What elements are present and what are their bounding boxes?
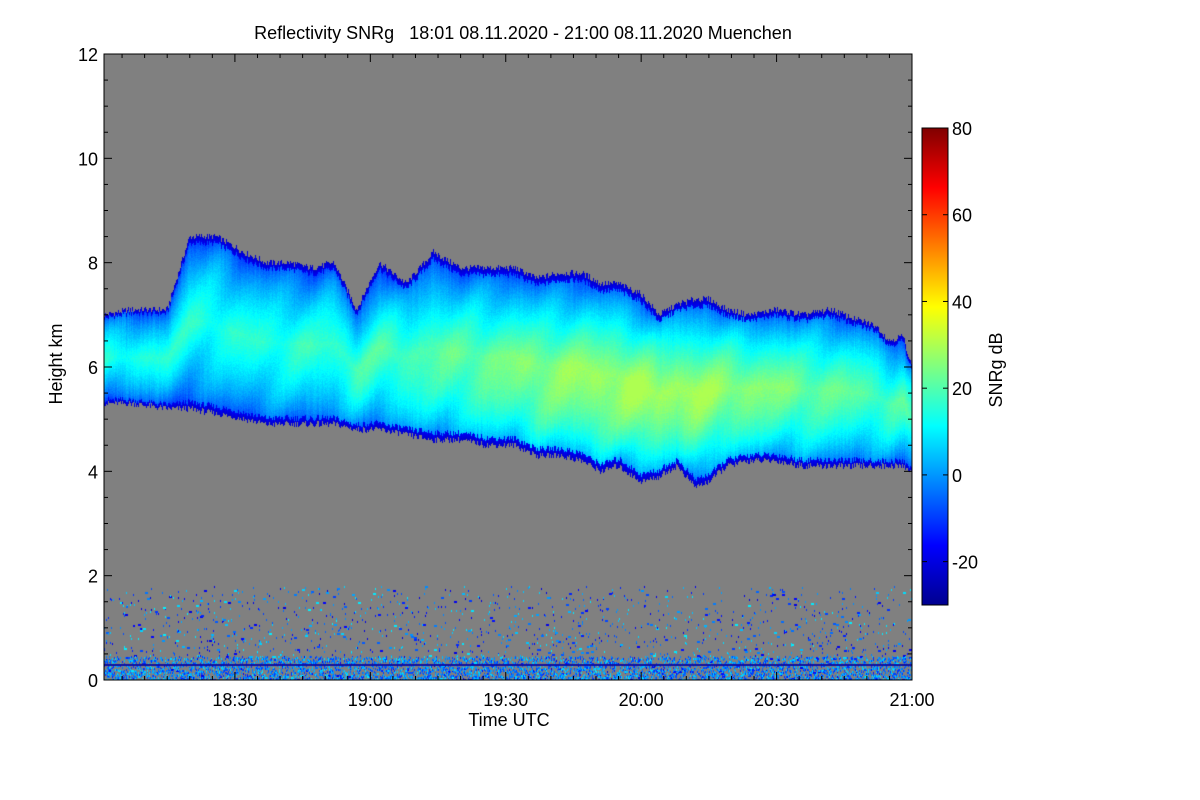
- x-tick-label: 19:30: [483, 690, 528, 710]
- x-axis-label: Time UTC: [468, 710, 549, 730]
- colorbar-tick-label: -20: [952, 553, 978, 573]
- y-axis: 0 2 4 6 8 10 12: [78, 45, 912, 691]
- colorbar-tick-label: 60: [952, 206, 972, 226]
- colorbar-gradient: [921, 127, 949, 606]
- colorbar-label: SNRg dB: [986, 332, 1006, 407]
- colorbar-tick-label: 40: [952, 292, 972, 312]
- y-axis-label: Height km: [46, 323, 66, 404]
- heatmap-image: [104, 54, 912, 680]
- colorbar-tick-label: 0: [952, 466, 962, 486]
- y-tick-label: 10: [78, 149, 98, 169]
- colorbar-tick-label: 80: [952, 119, 972, 139]
- x-tick-label: 21:00: [889, 690, 934, 710]
- colorbar-tick-label: 20: [952, 379, 972, 399]
- y-tick-label: 12: [78, 45, 98, 65]
- y-tick-label: 4: [88, 462, 98, 482]
- x-tick-label: 19:00: [348, 690, 393, 710]
- x-axis: 18:30 19:00 19:30 20:00 20:30 21:00: [121, 54, 935, 710]
- y-tick-label: 6: [88, 358, 98, 378]
- x-tick-label: 18:30: [212, 690, 257, 710]
- x-tick-label: 20:30: [754, 690, 799, 710]
- y-tick-label: 8: [88, 254, 98, 274]
- x-tick-label: 20:00: [619, 690, 664, 710]
- plot-area: [103, 53, 913, 681]
- y-tick-label: 2: [88, 567, 98, 587]
- colorbar-ticks: -20 0 20 40 60 80: [922, 119, 978, 573]
- y-tick-label: 0: [88, 671, 98, 691]
- chart-title: Reflectivity SNRg 18:01 08.11.2020 - 21:…: [254, 23, 792, 43]
- colorbar: -20 0 20 40 60 80 SNRg dB: [921, 119, 1006, 606]
